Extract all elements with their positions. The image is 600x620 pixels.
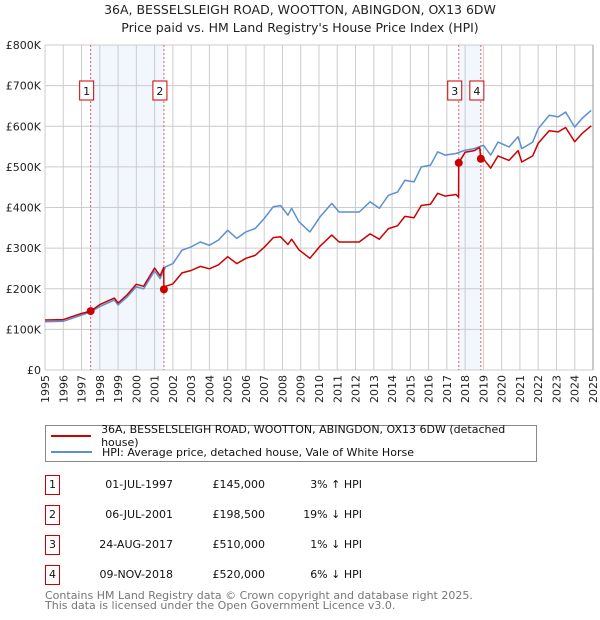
chart-subtitle: Price paid vs. HM Land Registry's House … (121, 20, 479, 35)
x-tick-label: 2002 (167, 375, 180, 403)
transaction-date: 09-NOV-2018 (99, 568, 173, 581)
x-tick-label: 2020 (496, 375, 509, 403)
y-tick-label: £300K (6, 242, 42, 255)
footer-copyright: Contains HM Land Registry data © Crown c… (45, 589, 473, 602)
x-tick-label: 2018 (459, 375, 472, 403)
x-tick-label: 2022 (532, 375, 545, 403)
x-tick-label: 2014 (386, 375, 399, 403)
sale-label-box (469, 80, 485, 101)
x-tick-label: 2015 (404, 375, 417, 403)
x-tick-label: 2004 (203, 375, 216, 403)
legend-swatch-blue (51, 451, 92, 453)
transaction-number-badge: 2 (45, 505, 60, 525)
sale-point (159, 285, 168, 294)
transaction-date: 06-JUL-2001 (105, 508, 173, 521)
x-tick-label: 2012 (350, 375, 363, 403)
x-tick-label: 2006 (240, 375, 253, 403)
transaction-hpi-diff: 19% ↓ HPI (303, 508, 362, 521)
x-tick-label: 2019 (477, 375, 490, 403)
sale-point (86, 307, 95, 316)
x-tick-label: 1995 (39, 375, 52, 403)
x-tick-label: 2013 (368, 375, 381, 403)
transaction-date: 01-JUL-1997 (105, 478, 173, 491)
sale-label-box (447, 80, 463, 101)
transaction-row: 1 01-JUL-1997 £145,000 3% ↑ HPI (45, 475, 445, 495)
y-tick-label: £800K (6, 39, 42, 52)
x-tick-label: 2010 (313, 375, 326, 403)
y-tick-label: £700K (6, 80, 42, 93)
legend-item-property: 36A, BESSELSLEIGH ROAD, WOOTTON, ABINGDO… (46, 423, 536, 449)
chart-plot: 1995 1996 1997 1998 1999 2000 2001 2002 2003 2004… (6, 39, 600, 403)
transaction-number-badge: 3 (45, 535, 60, 555)
transaction-price: £520,000 (212, 568, 266, 581)
x-tick-label: 1996 (57, 375, 70, 403)
x-tick-label: 2003 (185, 375, 198, 403)
sale-label-box (152, 80, 168, 101)
sale-label: 1 (83, 85, 90, 98)
transaction-number-badge: 1 (45, 475, 60, 495)
sale-point (476, 154, 485, 163)
transaction-price: £145,000 (212, 478, 266, 491)
transaction-number-badge: 4 (45, 565, 60, 585)
chart-title: 36A, BESSELSLEIGH ROAD, WOOTTON, ABINGDO… (104, 2, 496, 17)
legend-label-hpi: HPI: Average price, detached house, Vale… (102, 445, 414, 459)
legend-item-hpi: HPI: Average price, detached house, Vale… (46, 444, 414, 460)
x-tick-label: 1999 (112, 375, 125, 403)
x-tick-label: 2008 (276, 375, 289, 403)
sale-label: 2 (156, 85, 163, 98)
x-tick-label: 1998 (94, 375, 107, 403)
transaction-price: £510,000 (212, 538, 266, 551)
y-tick-label: £0 (27, 364, 41, 377)
y-tick-label: £100K (6, 323, 42, 336)
transaction-row: 3 24-AUG-2017 £510,000 1% ↓ HPI (45, 535, 445, 555)
sale-label-box (79, 80, 95, 101)
x-tick-label: 2017 (441, 375, 454, 403)
x-tick-label: 2021 (514, 375, 527, 403)
x-tick-label: 2024 (569, 375, 582, 403)
legend-label-property: 36A, BESSELSLEIGH ROAD, WOOTTON, ABINGDO… (101, 423, 506, 449)
x-tick-label: 2011 (331, 375, 344, 403)
legend-swatch-red (51, 435, 92, 437)
x-tick-label: 2007 (258, 375, 271, 403)
y-tick-label: £200K (6, 283, 42, 296)
x-tick-label: 2023 (550, 375, 563, 403)
x-tick-label: 2001 (149, 375, 162, 403)
x-tick-label: 2016 (423, 375, 436, 403)
x-tick-label: 2009 (295, 375, 308, 403)
x-tick-label: 2000 (130, 375, 143, 403)
sale-label: 4 (473, 85, 480, 98)
y-tick-label: £400K (6, 202, 42, 215)
transaction-hpi-diff: 6% ↓ HPI (310, 568, 362, 581)
sale-label: 3 (451, 85, 458, 98)
x-tick-label: 1997 (76, 375, 89, 403)
y-tick-label: £500K (6, 161, 42, 174)
x-tick-label: 2005 (222, 375, 235, 403)
transaction-date: 24-AUG-2017 (99, 538, 173, 551)
hpi-line (44, 109, 592, 323)
transaction-price: £198,500 (212, 508, 266, 521)
transaction-row: 4 09-NOV-2018 £520,000 6% ↓ HPI (45, 565, 445, 585)
x-tick-label: 2025 (587, 375, 600, 403)
sale-point (454, 158, 463, 167)
y-tick-label: £600K (6, 120, 42, 133)
property-price-line (44, 125, 592, 321)
footer-licence: This data is licensed under the Open Gov… (45, 599, 396, 612)
transaction-hpi-diff: 1% ↓ HPI (310, 538, 362, 551)
transaction-hpi-diff: 3% ↑ HPI (310, 478, 362, 491)
chart-legend: 36A, BESSELSLEIGH ROAD, WOOTTON, ABINGDO… (45, 423, 537, 462)
transaction-row: 2 06-JUL-2001 £198,500 19% ↓ HPI (45, 505, 445, 525)
